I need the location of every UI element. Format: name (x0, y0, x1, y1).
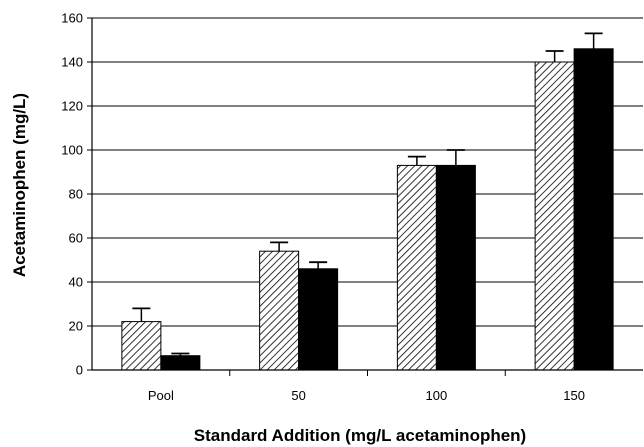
bar-solid-100 (435, 164, 476, 371)
y-tick-label: 100 (61, 143, 83, 158)
y-tick-label: 0 (76, 363, 83, 378)
bars (121, 32, 614, 371)
bar-solid-50 (298, 268, 339, 371)
bar-hatched-100 (396, 164, 437, 371)
y-axis-title: Acetaminophen (mg/L) (10, 93, 29, 277)
y-tick-label: 140 (61, 55, 83, 70)
x-axis-title: Standard Addition (mg/L acetaminophen) (194, 426, 526, 445)
x-tick-label: Pool (148, 388, 174, 403)
bar-solid-Pool (160, 355, 201, 371)
x-tick-label: 150 (563, 388, 585, 403)
bar-solid-150 (573, 48, 614, 371)
y-tick-label: 40 (69, 275, 83, 290)
axes (87, 17, 643, 376)
bar-hatched-150 (534, 61, 575, 371)
bar-hatched-Pool (121, 321, 162, 371)
y-tick-label: 20 (69, 319, 83, 334)
x-tick-label: 100 (426, 388, 448, 403)
y-tick-label: 160 (61, 11, 83, 26)
tick-labels: 0 20 40 60 80 100 120 140 160 Pool 50 100 150 (61, 11, 585, 404)
gridlines (92, 17, 643, 327)
y-tick-label: 80 (69, 187, 83, 202)
x-tick-label: 50 (291, 388, 305, 403)
bar-hatched-50 (259, 250, 300, 371)
y-tick-label: 60 (69, 231, 83, 246)
y-tick-label: 120 (61, 99, 83, 114)
